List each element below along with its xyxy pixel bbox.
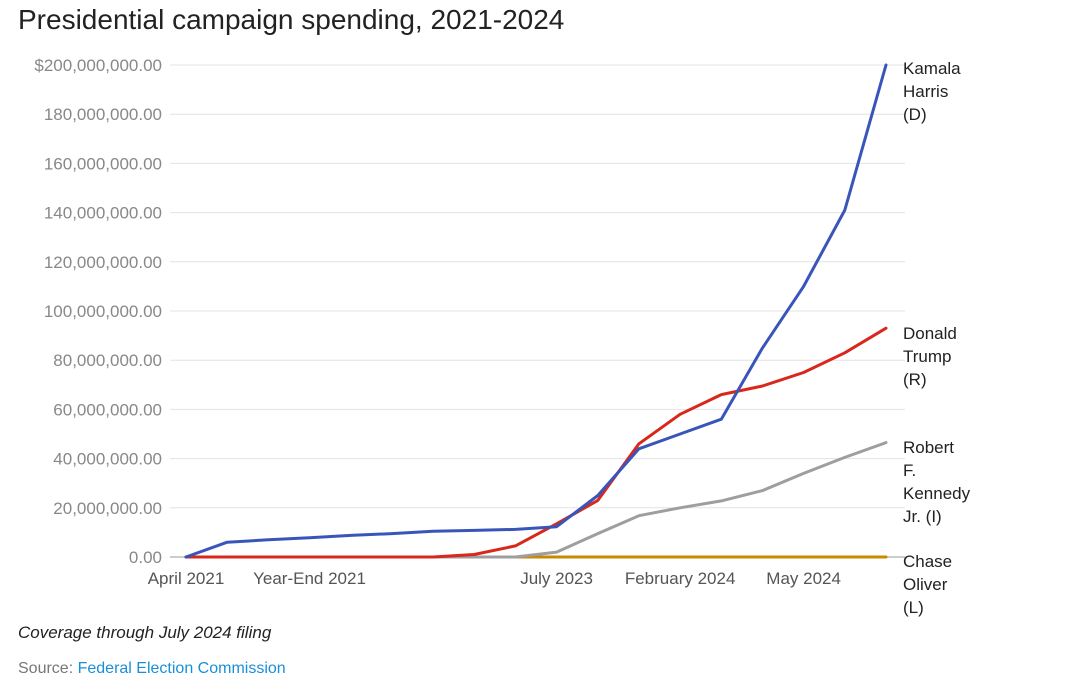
series-label: (R)	[903, 370, 927, 389]
series-label: (L)	[903, 598, 924, 617]
y-tick-label: 80,000,000.00	[53, 351, 162, 370]
grid-lines	[170, 64, 905, 558]
coverage-note: Coverage through July 2024 filing	[18, 623, 272, 642]
series-label: Robert	[903, 438, 954, 457]
series-label: Harris	[903, 82, 948, 101]
line-chart: $200,000,000.00 180,000,000.00 160,000,000…	[34, 56, 971, 617]
y-tick-label: 40,000,000.00	[53, 450, 162, 469]
series-label: Kamala	[903, 59, 961, 78]
series-label: Jr. (I)	[903, 507, 942, 526]
y-axis-ticks: $200,000,000.00 180,000,000.00 160,000,000…	[34, 56, 162, 567]
series-label: F.	[903, 461, 916, 480]
x-axis-ticks: April 2021 Year-End 2021 July 2023 February…	[148, 569, 841, 588]
series-lines	[184, 63, 888, 559]
series-line	[184, 63, 888, 559]
y-tick-label: 60,000,000.00	[53, 400, 162, 419]
series-label: Kennedy	[903, 484, 971, 503]
x-tick-label: May 2024	[766, 569, 841, 588]
x-tick-label: February 2024	[625, 569, 736, 588]
x-tick-label: July 2023	[520, 569, 593, 588]
x-tick-label: Year-End 2021	[253, 569, 366, 588]
series-label: Chase	[903, 552, 952, 571]
series-label: Trump	[903, 347, 952, 366]
y-tick-label: 160,000,000.00	[44, 154, 162, 173]
x-tick-label: April 2021	[148, 569, 225, 588]
series-label: Donald	[903, 324, 957, 343]
source-line: Source: Federal Election Commission	[18, 660, 286, 678]
series-label: (D)	[903, 105, 927, 124]
y-tick-label: 0.00	[129, 548, 162, 567]
y-tick-label: 120,000,000.00	[44, 253, 162, 272]
y-tick-label: $200,000,000.00	[34, 56, 162, 75]
series-label: Oliver	[903, 575, 948, 594]
y-tick-label: 100,000,000.00	[44, 302, 162, 321]
series-line	[184, 326, 888, 559]
source-prefix: Source:	[18, 660, 74, 677]
y-tick-label: 180,000,000.00	[44, 105, 162, 124]
chart-title: Presidential campaign spending, 2021-202…	[18, 4, 565, 35]
source-link[interactable]: Federal Election Commission	[77, 660, 286, 677]
y-tick-label: 140,000,000.00	[44, 204, 162, 223]
y-tick-label: 20,000,000.00	[53, 499, 162, 518]
series-labels: Kamala Harris (D) Donald Trump (R) Robert F. Ken…	[903, 59, 971, 617]
